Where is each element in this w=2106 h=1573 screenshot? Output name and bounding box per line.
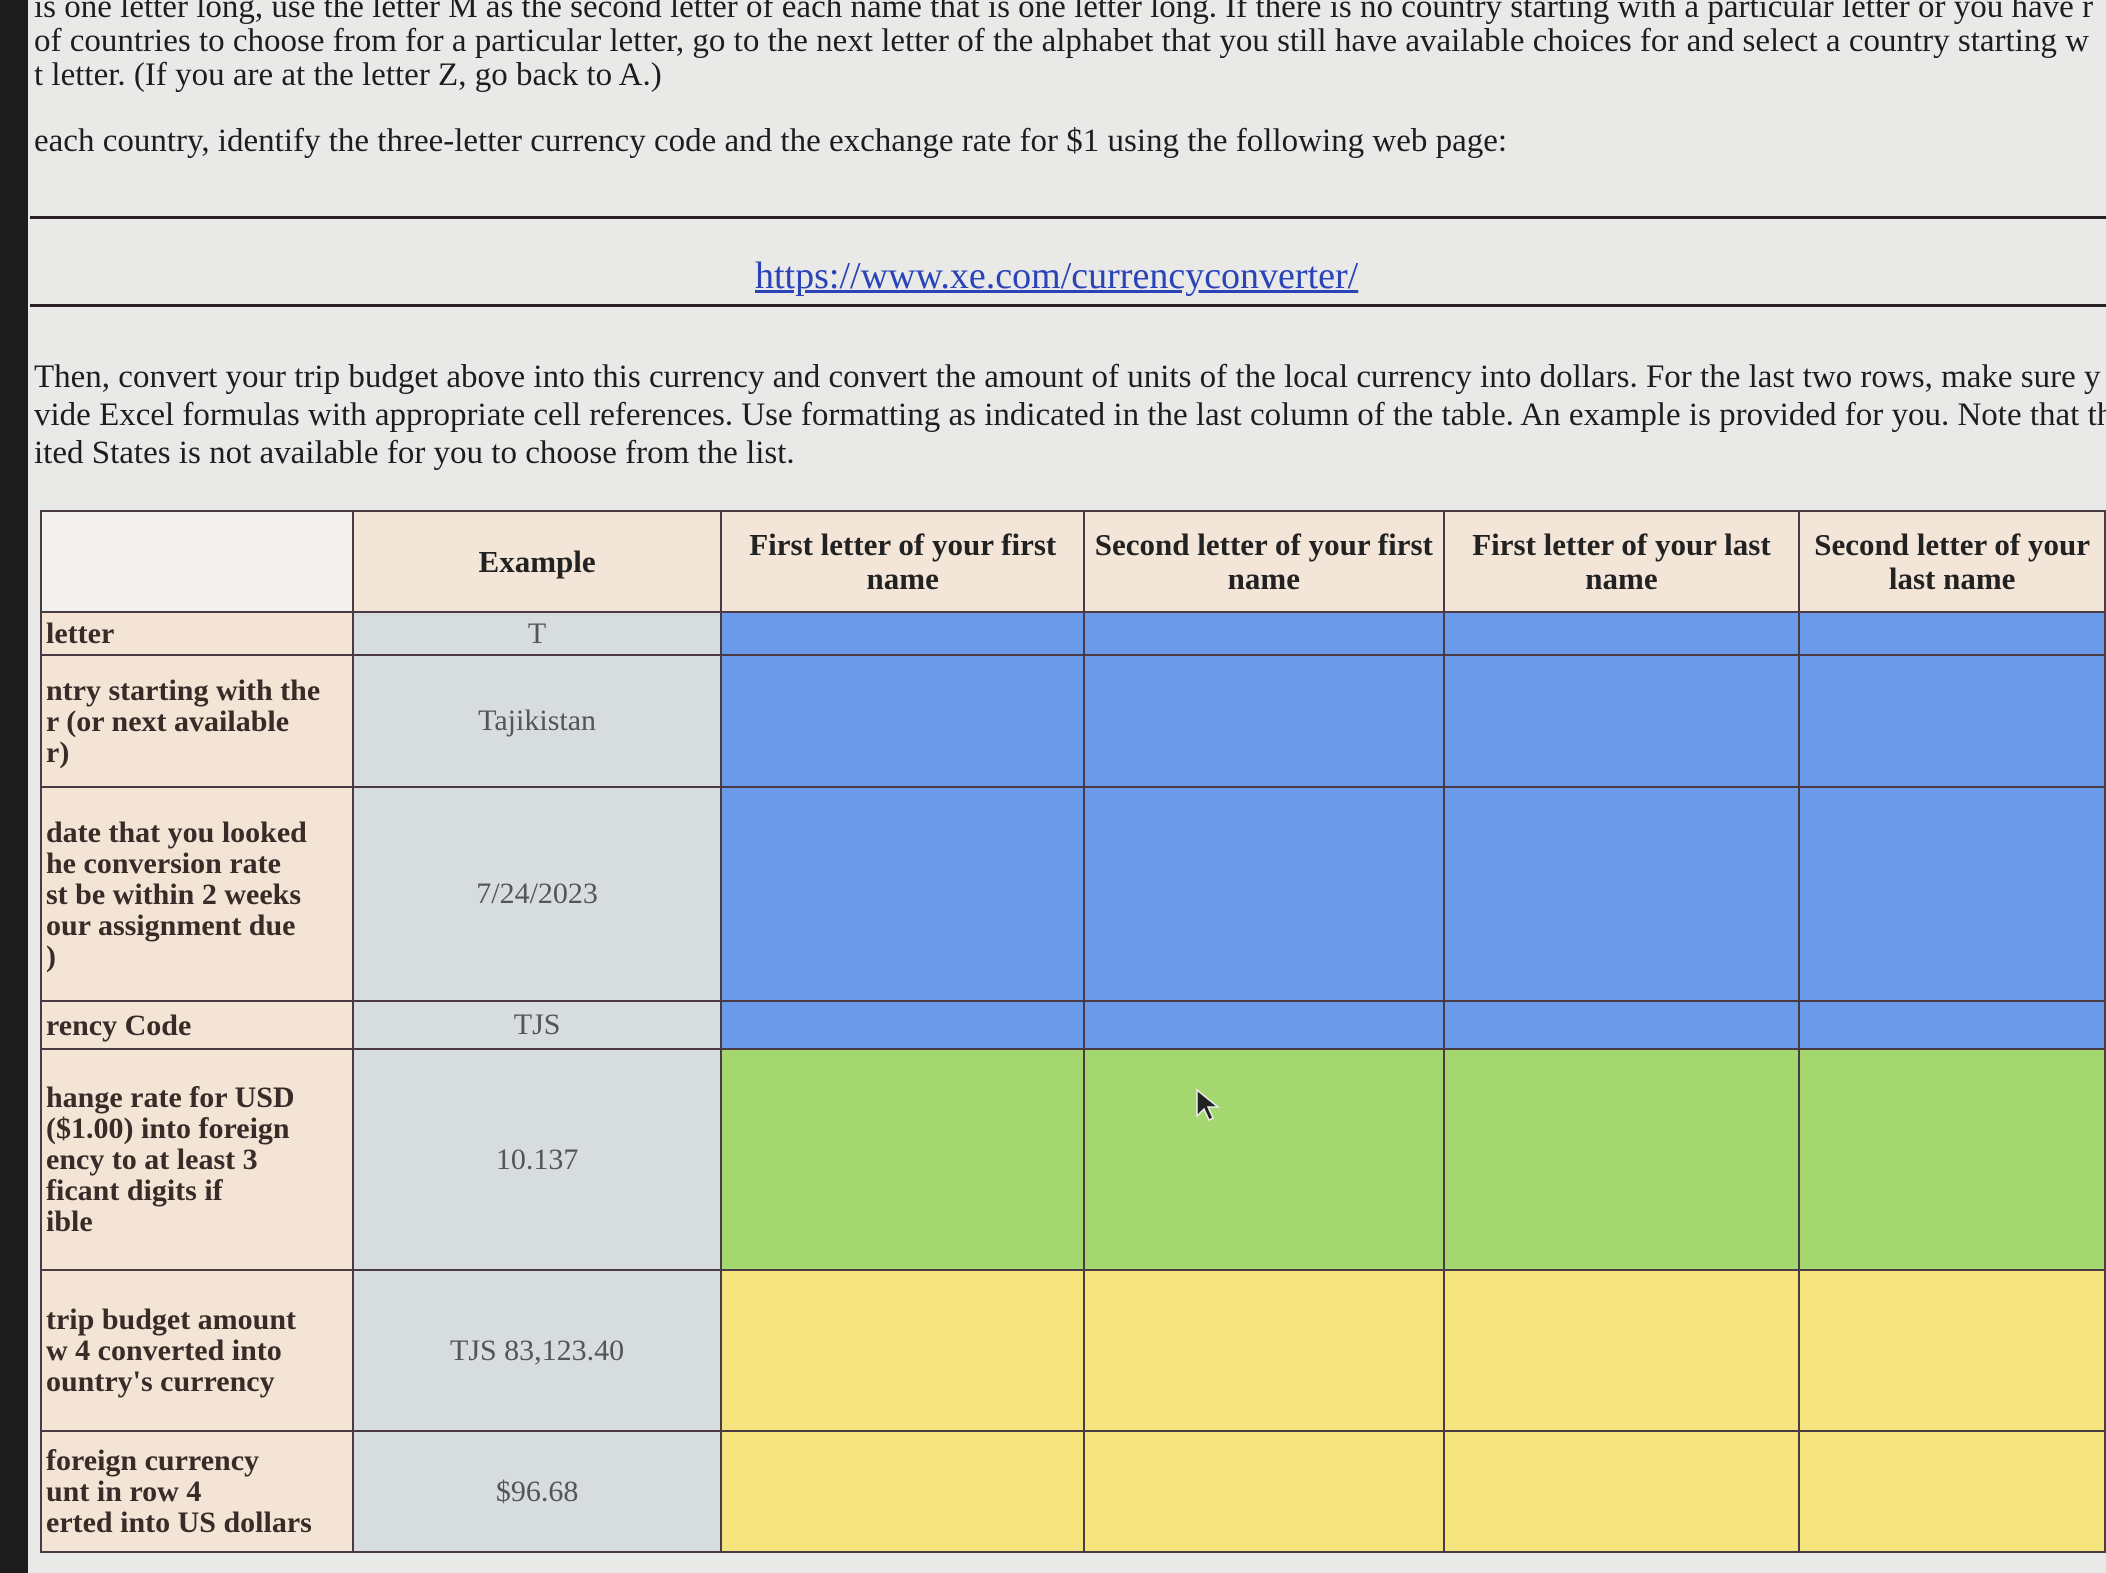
input-cell[interactable] <box>1798 654 2106 788</box>
divider-top <box>30 216 2106 219</box>
header-second-letter-first-name: Second letter of your first name <box>1083 510 1445 613</box>
row-label: date that you looked he conversion rate … <box>40 786 354 1002</box>
input-cell[interactable] <box>1798 786 2106 1002</box>
input-cell[interactable] <box>720 1269 1086 1432</box>
example-value: Tajikistan <box>351 654 723 788</box>
input-cell[interactable] <box>1798 1000 2106 1050</box>
input-cell[interactable] <box>720 611 1086 656</box>
input-cell[interactable] <box>1798 1430 2106 1553</box>
input-cell[interactable] <box>1442 1000 1801 1050</box>
input-cell[interactable] <box>1442 654 1801 788</box>
example-value: $96.68 <box>351 1430 723 1553</box>
input-cell[interactable] <box>720 786 1086 1002</box>
header-second-letter-last-name: Second letter of your last name <box>1798 510 2106 613</box>
row-label: rency Code <box>40 1000 354 1050</box>
xe-currency-converter-link[interactable]: https://www.xe.com/currencyconverter/ <box>755 255 1359 297</box>
table-row-usd-converted: foreign currency unt in row 4 erted into… <box>40 1430 2106 1553</box>
example-value: T <box>351 611 723 656</box>
mouse-pointer-icon <box>1196 1088 1221 1122</box>
input-cell[interactable] <box>720 654 1086 788</box>
table-row-date: date that you looked he conversion rate … <box>40 786 2106 1002</box>
input-cell[interactable] <box>1798 1048 2106 1271</box>
paragraph-line-2: vide Excel formulas with appropriate cel… <box>34 397 2106 433</box>
input-cell[interactable] <box>1083 786 1445 1002</box>
instruction-line-3: t letter. (If you are at the letter Z, g… <box>34 57 662 93</box>
row-label: foreign currency unt in row 4 erted into… <box>40 1430 354 1553</box>
paragraph-line-3: ited States is not available for you to … <box>34 435 795 471</box>
table-row-exchange-rate: hange rate for USD ($1.00) into foreign … <box>40 1048 2106 1271</box>
table-row-budget-converted: trip budget amount w 4 converted into ou… <box>40 1269 2106 1432</box>
instruction-line-2: of countries to choose from for a partic… <box>34 23 2089 59</box>
input-cell[interactable] <box>1083 1430 1445 1553</box>
header-blank <box>40 510 354 613</box>
row-label: ntry starting with the r (or next availa… <box>40 654 354 788</box>
header-example: Example <box>351 510 723 613</box>
header-first-letter-first-name: First letter of your first name <box>720 510 1086 613</box>
example-value: 7/24/2023 <box>351 786 723 1002</box>
input-cell[interactable] <box>1442 611 1801 656</box>
input-cell[interactable] <box>720 1430 1086 1553</box>
table-row-country: ntry starting with the r (or next availa… <box>40 654 2106 788</box>
input-cell[interactable] <box>1798 611 2106 656</box>
input-cell[interactable] <box>1083 1048 1445 1271</box>
input-cell[interactable] <box>1442 786 1801 1002</box>
instruction-line-1: is one letter long, use the letter M as … <box>34 0 2094 25</box>
input-cell[interactable] <box>1798 1269 2106 1432</box>
row-label: hange rate for USD ($1.00) into foreign … <box>40 1048 354 1271</box>
header-first-letter-last-name: First letter of your last name <box>1442 510 1801 613</box>
table-row-letter: letter T <box>40 611 2106 656</box>
table-row-currency-code: rency Code TJS <box>40 1000 2106 1050</box>
example-value: 10.137 <box>351 1048 723 1271</box>
input-cell[interactable] <box>1442 1269 1801 1432</box>
instruction-line-4: each country, identify the three-letter … <box>34 123 1508 159</box>
paragraph-line-1: Then, convert your trip budget above int… <box>34 359 2101 395</box>
input-cell[interactable] <box>720 1048 1086 1271</box>
input-cell[interactable] <box>1083 654 1445 788</box>
table-header-row: Example First letter of your first name … <box>40 510 2106 613</box>
example-value: TJS <box>351 1000 723 1050</box>
input-cell[interactable] <box>1442 1430 1801 1553</box>
currency-table: Example First letter of your first name … <box>40 510 2106 1553</box>
screen-bezel <box>0 0 28 1573</box>
input-cell[interactable] <box>1083 1269 1445 1432</box>
row-label: trip budget amount w 4 converted into ou… <box>40 1269 354 1432</box>
input-cell[interactable] <box>1083 1000 1445 1050</box>
divider-bottom <box>30 304 2106 307</box>
row-label: letter <box>40 611 354 656</box>
input-cell[interactable] <box>720 1000 1086 1050</box>
example-value: TJS 83,123.40 <box>351 1269 723 1432</box>
input-cell[interactable] <box>1083 611 1445 656</box>
input-cell[interactable] <box>1442 1048 1801 1271</box>
